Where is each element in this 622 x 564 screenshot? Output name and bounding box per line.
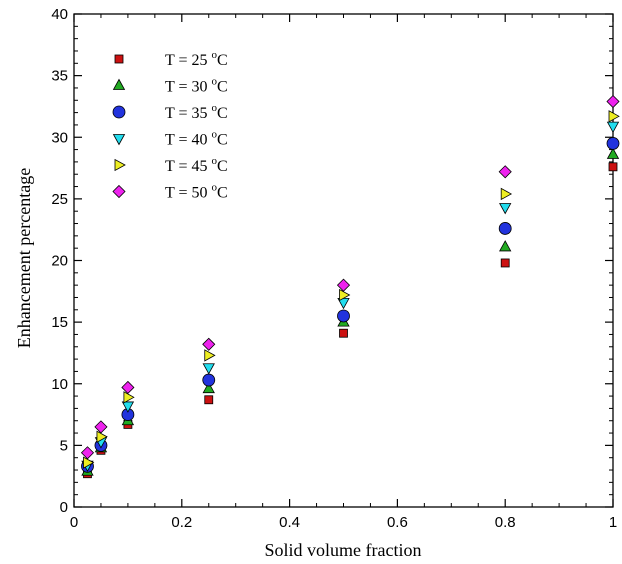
data-point [121, 401, 135, 413]
legend-marker [112, 134, 126, 146]
legend-label: T = 25 oC [165, 49, 228, 69]
legend-item: T = 45 oC [114, 155, 228, 175]
legend-unit: C [217, 105, 228, 122]
data-point [83, 456, 95, 469]
legend-label-text: T = 35 [165, 105, 212, 122]
series-2 [81, 147, 620, 476]
series-3 [81, 137, 620, 473]
data-point [80, 446, 95, 460]
y-tick-label: 15 [51, 314, 68, 331]
y-tick-label: 35 [51, 68, 68, 85]
y-tick-label: 25 [51, 191, 68, 208]
legend-label-text: T = 45 [165, 158, 212, 175]
data-point [337, 309, 350, 323]
y-axis-title: Enhancement percentage [14, 168, 34, 348]
legend-label: T = 35 oC [165, 102, 228, 122]
data-point [608, 162, 618, 172]
legend-degree-sup: o [212, 102, 218, 114]
x-tick-label: 1 [609, 514, 617, 531]
data-point [202, 373, 216, 387]
legend-marker [112, 184, 126, 199]
series-5 [83, 110, 620, 469]
legend-item: T = 50 oC [112, 182, 228, 202]
legend-item: T = 30 oC [112, 76, 228, 96]
series-6 [80, 94, 620, 460]
legend-degree-sup: o [212, 76, 218, 88]
data-point [96, 430, 108, 443]
legend: T = 25 oCT = 30 oCT = 35 oCT = 40 oCT = … [112, 49, 228, 202]
series-1 [83, 162, 618, 479]
data-point [202, 363, 215, 375]
legend-item: T = 35 oC [112, 102, 228, 122]
legend-label-text: T = 30 [165, 79, 212, 96]
x-axis-title: Solid volume fraction [265, 540, 422, 560]
legend-marker [112, 78, 126, 90]
y-tick-label: 5 [60, 437, 68, 454]
data-point [121, 380, 135, 395]
data-point [500, 187, 513, 201]
legend-label-text: T = 25 [165, 52, 212, 69]
legend-marker [114, 54, 124, 64]
data-point [202, 381, 215, 394]
legend-marker [112, 105, 126, 119]
legend-unit: C [217, 185, 228, 202]
series-4 [81, 121, 620, 472]
data-point [606, 94, 620, 109]
legend-degree-sup: o [212, 129, 218, 141]
legend-item: T = 40 oC [112, 129, 228, 149]
data-point [339, 288, 351, 302]
x-tick-label: 0.8 [495, 514, 516, 531]
data-point [606, 121, 620, 133]
data-point [204, 395, 214, 405]
legend-item: T = 25 oC [114, 49, 228, 69]
data-point [204, 349, 216, 362]
data-point [123, 391, 135, 404]
data-point [500, 258, 510, 268]
x-tick-label: 0.6 [387, 514, 408, 531]
data-point [499, 203, 512, 215]
legend-unit: C [217, 158, 228, 175]
legend-label-text: T = 40 [165, 132, 212, 149]
legend-unit: C [217, 79, 228, 96]
data-point [339, 328, 348, 338]
legend-label: T = 40 oC [165, 129, 228, 149]
x-tick-label: 0.2 [171, 514, 192, 531]
legend-label: T = 50 oC [165, 182, 228, 202]
y-tick-label: 0 [60, 499, 68, 516]
data-point [94, 420, 108, 434]
y-tick-label: 40 [51, 6, 68, 23]
legend-label: T = 45 oC [165, 155, 228, 175]
data-point [499, 240, 512, 252]
y-tick-label: 30 [51, 129, 68, 146]
legend-degree-sup: o [212, 49, 218, 61]
data-point [606, 147, 620, 159]
data-point [202, 337, 216, 351]
data-point [336, 278, 351, 292]
data-point [498, 222, 512, 235]
legend-degree-sup: o [212, 155, 218, 167]
plot-frame [73, 13, 614, 508]
legend-label-text: T = 50 [165, 185, 212, 202]
legend-marker [114, 158, 126, 172]
x-tick-label: 0 [70, 514, 78, 531]
legend-unit: C [217, 132, 228, 149]
data-point [498, 165, 512, 179]
data-marks [80, 94, 620, 479]
data-point [606, 137, 620, 150]
data-point [608, 110, 620, 123]
legend-degree-sup: o [212, 182, 218, 194]
legend-unit: C [217, 52, 228, 69]
y-tick-label: 10 [51, 376, 68, 393]
x-tick-label: 0.4 [279, 514, 300, 531]
y-tick-label: 20 [51, 253, 68, 270]
legend-label: T = 30 oC [165, 76, 228, 96]
